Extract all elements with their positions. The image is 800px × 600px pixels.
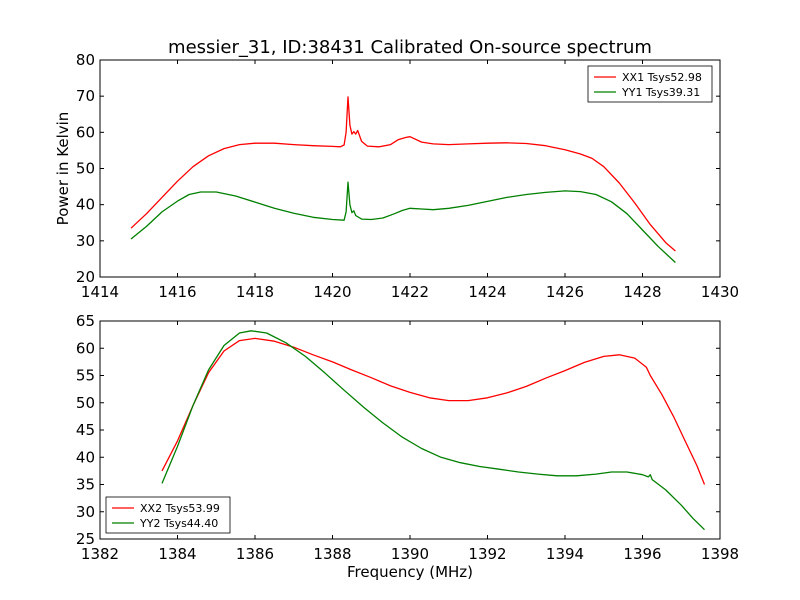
y-tick-label: 45 (76, 421, 95, 439)
legend-box (587, 65, 713, 103)
x-tick-label: 1418 (236, 283, 274, 301)
x-tick-label: 1390 (391, 545, 429, 563)
series-line-1-2 (130, 181, 676, 263)
y-tick-label: 65 (76, 312, 95, 330)
legend-label: XX2 Tsys53.99 (140, 502, 220, 515)
series-line-2-1 (161, 337, 706, 485)
y-tick-label: 70 (76, 87, 95, 105)
y-tick-label: 80 (76, 51, 95, 69)
legend-label: YY1 Tsys39.31 (621, 86, 700, 99)
x-tick-label: 1424 (468, 283, 506, 301)
y-tick-label: 20 (76, 268, 95, 286)
bottom-panel: 1382 1384 1386 1388 1390 1392 1394 1396 1398 25 30… (76, 312, 739, 581)
x-tick-label: 1414 (81, 283, 119, 301)
x-tick-label: 1422 (391, 283, 429, 301)
x-tick-label: 1428 (623, 283, 661, 301)
x-tick-label: 1426 (546, 283, 584, 301)
x-tick-label: 1386 (236, 545, 274, 563)
x-tick-label: 1398 (701, 545, 739, 563)
y-tick-label: 50 (76, 160, 95, 178)
chart-title: messier_31, ID:38431 Calibrated On-sourc… (168, 37, 652, 58)
legend-label: YY2 Tsys44.40 (139, 517, 218, 530)
x-tick-label: 1394 (546, 545, 584, 563)
y-tick-label: 40 (76, 448, 95, 466)
x-axis-label: Frequency (MHz) (347, 563, 473, 581)
y-tick-label: 30 (76, 232, 95, 250)
x-tick-label: 1420 (313, 283, 351, 301)
y-tick-label: 35 (76, 476, 95, 494)
y-tick-label: 25 (76, 530, 95, 548)
series-line-1-1 (130, 96, 676, 252)
y-tick-label: 50 (76, 394, 95, 412)
legend: XX2 Tsys53.99 YY2 Tsys44.40 (105, 496, 231, 534)
x-tick-label: 1396 (623, 545, 661, 563)
y-tick-label: 60 (76, 339, 95, 357)
legend-box (105, 496, 231, 534)
series-line-2-2 (161, 330, 705, 531)
x-tick-label: 1384 (158, 545, 196, 563)
x-tick-label: 1416 (158, 283, 196, 301)
y-axis-label: Power in Kelvin (54, 112, 72, 226)
y-tick-label: 55 (76, 367, 95, 385)
y-tick-label: 60 (76, 123, 95, 141)
legend-label: XX1 Tsys52.98 (622, 71, 702, 84)
x-tick-label: 1430 (701, 283, 739, 301)
y-tick-label: 40 (76, 196, 95, 214)
top-panel: 1414 1416 1418 1420 1422 1424 1426 1428 1430 20 30… (54, 51, 739, 301)
x-tick-label: 1388 (313, 545, 351, 563)
x-tick-label: 1392 (468, 545, 506, 563)
legend: XX1 Tsys52.98 YY1 Tsys39.31 (587, 65, 713, 103)
x-tick-label: 1382 (81, 545, 119, 563)
y-tick-label: 30 (76, 503, 95, 521)
